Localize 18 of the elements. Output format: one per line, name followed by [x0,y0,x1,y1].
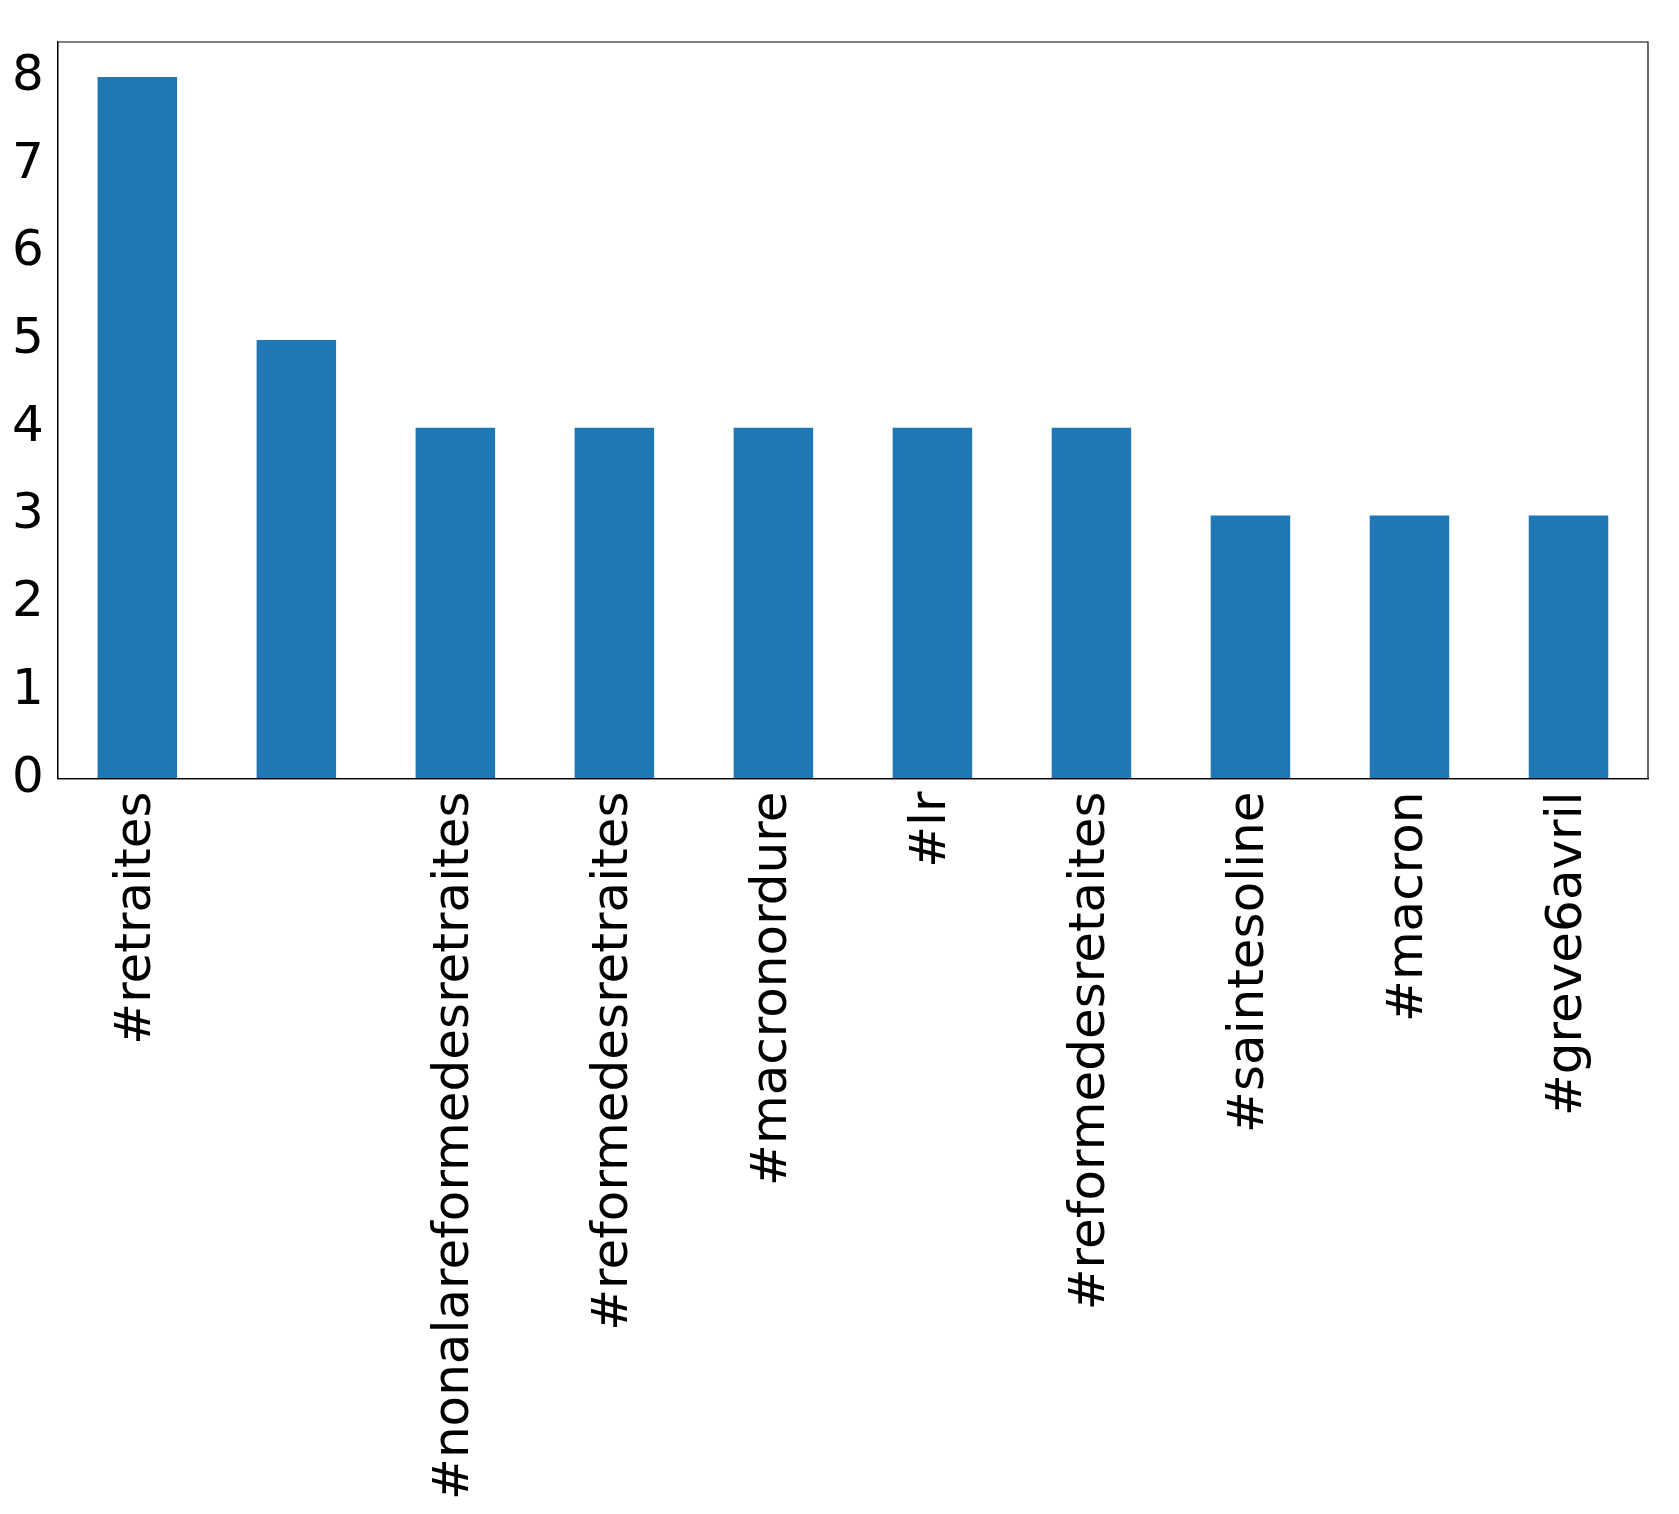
y-tick-label: 8 [12,44,44,103]
x-tick-label: #lr [899,791,958,868]
x-tick-label: #retraites [104,791,163,1045]
y-tick-label: 4 [12,394,44,453]
y-tick-label: 5 [12,307,44,366]
y-tick-label: 6 [12,219,44,278]
x-tick-label: #greve6avril [1535,791,1594,1117]
x-tick-label: #reformedesretaites [1058,791,1117,1311]
y-tick-label: 1 [12,657,44,716]
x-tick-label: #saintesoline [1217,791,1276,1133]
x-tick-label: #nonalareformedesretraites [422,791,481,1501]
y-tick-label: 0 [12,745,44,804]
y-tick-label: 2 [12,570,44,629]
y-tick-label: 7 [12,131,44,190]
y-tick-label: 3 [12,482,44,541]
x-tick-label: #macron [1376,791,1435,1022]
x-tick-label: #reformedesretraites [581,791,640,1331]
x-tick-label: #macronordure [740,791,799,1186]
